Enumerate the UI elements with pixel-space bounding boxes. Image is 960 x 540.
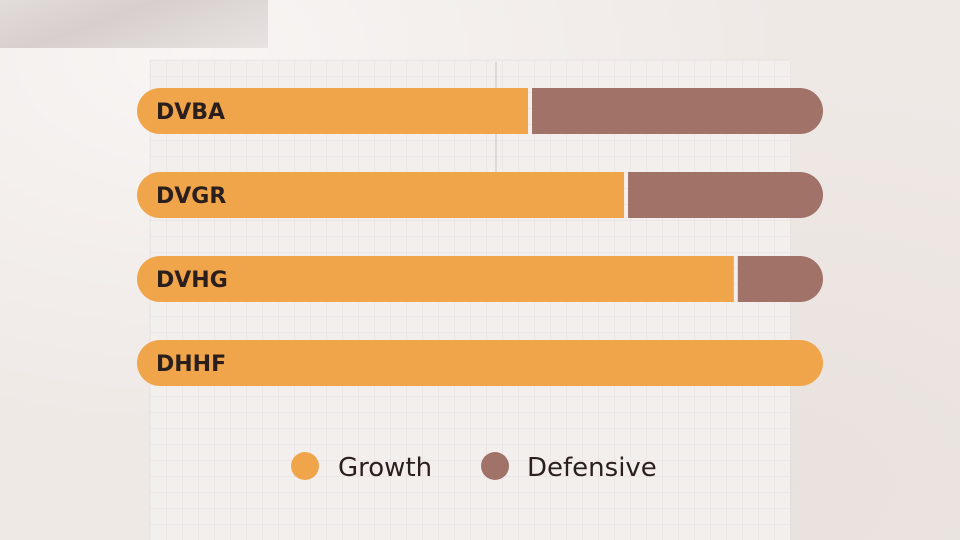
legend-label-defensive: Defensive — [527, 453, 657, 483]
legend: Growth Defensive — [291, 452, 657, 483]
bar-label-dvhg: DVHG — [156, 268, 228, 293]
legend-swatch-growth — [291, 452, 319, 480]
bar-segment-defensive-dvgr — [628, 172, 823, 218]
bar-segment-growth-dvba — [137, 88, 529, 134]
bar-segment-defensive-dvba — [532, 88, 823, 134]
bar-label-dvba: DVBA — [156, 100, 225, 125]
bar-row-dvba — [137, 88, 823, 134]
bar-row-dvhg — [137, 256, 823, 302]
bar-row-dhhf — [137, 340, 823, 386]
bar-segment-growth-dvgr — [137, 172, 625, 218]
bar-label-dhhf: DHHF — [156, 352, 226, 377]
bars-group: DVBA DVGR DVHG DHHF — [137, 88, 823, 386]
bar-segment-growth-dhhf — [137, 340, 823, 386]
bar-label-dvgr: DVGR — [156, 184, 226, 209]
corner-texture — [0, 0, 268, 48]
legend-label-growth: Growth — [338, 453, 432, 483]
bar-segment-growth-dvhg — [137, 256, 734, 302]
bar-row-dvgr — [137, 172, 823, 218]
bar-segment-defensive-dvhg — [737, 256, 823, 302]
legend-swatch-defensive — [481, 452, 509, 480]
